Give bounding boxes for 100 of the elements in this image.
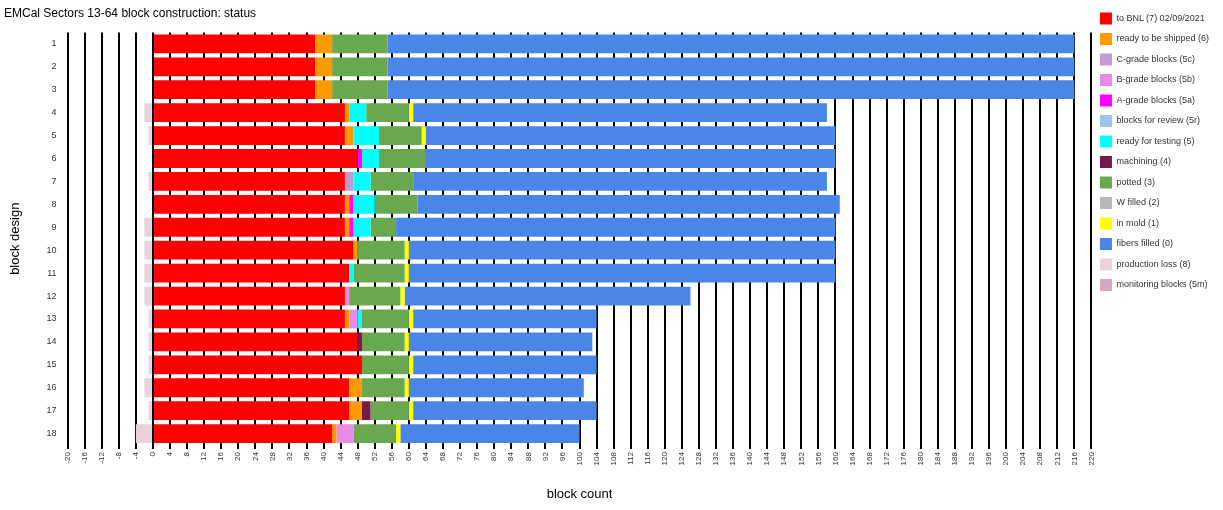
- bar: [153, 240, 354, 260]
- x-tick-label: 40: [318, 451, 328, 461]
- bar: [144, 217, 152, 237]
- bar: [148, 355, 152, 375]
- y-tick-label: 15: [46, 359, 57, 370]
- x-tick-label: 68: [438, 451, 448, 461]
- legend-label: potted (3): [1116, 176, 1155, 187]
- bar: [349, 217, 354, 237]
- y-tick-label: 14: [46, 336, 57, 347]
- bar: [349, 286, 401, 306]
- x-tick-label: 124: [677, 451, 687, 466]
- x-tick-label: -20: [62, 451, 72, 464]
- x-tick-label: 200: [1001, 451, 1011, 466]
- legend-label: production loss (8): [1116, 258, 1191, 269]
- x-tick-label: 196: [984, 451, 994, 466]
- bar: [344, 309, 350, 329]
- bar: [349, 401, 362, 421]
- y-tick-label: 16: [46, 382, 57, 393]
- legend-label: fibers filled (0): [1116, 238, 1173, 249]
- x-tick-label: 64: [421, 451, 431, 461]
- y-tick-label: 6: [51, 152, 57, 163]
- legend-label: ready to be shipped (6): [1116, 33, 1209, 44]
- bar: [357, 149, 362, 168]
- bar: [361, 401, 371, 421]
- bar: [315, 57, 333, 77]
- x-tick-label: -12: [96, 451, 106, 464]
- x-tick-label: 164: [847, 451, 857, 466]
- bar: [413, 309, 597, 329]
- x-tick-label: 48: [352, 451, 362, 461]
- y-tick-label: 17: [46, 405, 57, 416]
- bar: [353, 126, 380, 145]
- bar: [332, 424, 337, 443]
- bar: [135, 424, 152, 443]
- x-tick-label: 28: [267, 451, 277, 461]
- bar: [344, 172, 354, 191]
- bar: [153, 286, 345, 306]
- y-tick-label: 5: [51, 130, 57, 141]
- bar: [332, 57, 388, 77]
- bar: [353, 217, 371, 237]
- bar: [153, 401, 350, 421]
- bar: [148, 172, 152, 191]
- x-tick-label: 128: [694, 451, 704, 466]
- y-tick-label: 3: [51, 84, 57, 95]
- x-tick-label: 0: [148, 451, 158, 457]
- y-axis-title: block design: [7, 202, 23, 275]
- bar: [408, 240, 836, 260]
- x-tick-label: 60: [404, 451, 414, 461]
- bar: [404, 240, 409, 260]
- x-tick-label: 96: [557, 451, 567, 461]
- bar: [315, 80, 333, 100]
- x-tick-label: 188: [950, 451, 960, 466]
- x-tick-label: 112: [625, 451, 635, 465]
- bar: [366, 103, 409, 123]
- bar: [153, 355, 362, 375]
- x-tick-label: 108: [608, 451, 618, 466]
- x-tick-label: 16: [216, 451, 226, 461]
- y-tick-label: 9: [51, 221, 57, 232]
- y-tick-label: 8: [51, 198, 57, 209]
- x-tick-label: 100: [574, 451, 584, 466]
- bar: [361, 309, 409, 329]
- y-tick-label: 7: [51, 175, 57, 186]
- x-tick-label: 84: [506, 451, 516, 461]
- x-tick-label: 12: [199, 451, 209, 461]
- bar: [396, 217, 836, 237]
- bar: [387, 34, 1075, 54]
- bar: [379, 149, 426, 168]
- bar: [387, 57, 1075, 77]
- x-tick-label: 212: [1052, 451, 1062, 466]
- bar: [408, 263, 836, 283]
- x-tick-label: -16: [79, 451, 89, 464]
- bar: [153, 217, 345, 237]
- bar: [361, 332, 405, 352]
- x-tick-label: 116: [642, 451, 652, 465]
- y-tick-label: 10: [46, 244, 57, 255]
- bar: [153, 103, 345, 123]
- bar: [153, 263, 350, 283]
- x-tick-label: 156: [813, 451, 823, 466]
- bar: [344, 194, 350, 214]
- bar: [379, 126, 422, 145]
- legend-label: to BNL (7) 02/09/2021: [1116, 12, 1205, 23]
- bar: [349, 263, 354, 283]
- x-tick-label: 172: [881, 451, 891, 466]
- x-tick-label: 76: [472, 451, 482, 461]
- bar: [357, 332, 362, 352]
- y-tick-label: 12: [46, 290, 57, 301]
- bar: [396, 424, 401, 443]
- bar: [336, 424, 354, 443]
- x-tick-label: 8: [182, 451, 192, 457]
- y-tick-label: 1: [51, 38, 57, 49]
- bar: [404, 263, 409, 283]
- x-tick-label: 184: [933, 451, 943, 466]
- x-tick-label: 56: [387, 451, 397, 461]
- bar: [400, 286, 405, 306]
- y-tick-label: 2: [51, 61, 57, 72]
- bar: [357, 309, 362, 329]
- bar: [361, 149, 380, 168]
- x-tick-label: 204: [1018, 451, 1028, 466]
- bar: [361, 355, 409, 375]
- x-tick-label: 72: [455, 451, 465, 461]
- bar: [374, 194, 418, 214]
